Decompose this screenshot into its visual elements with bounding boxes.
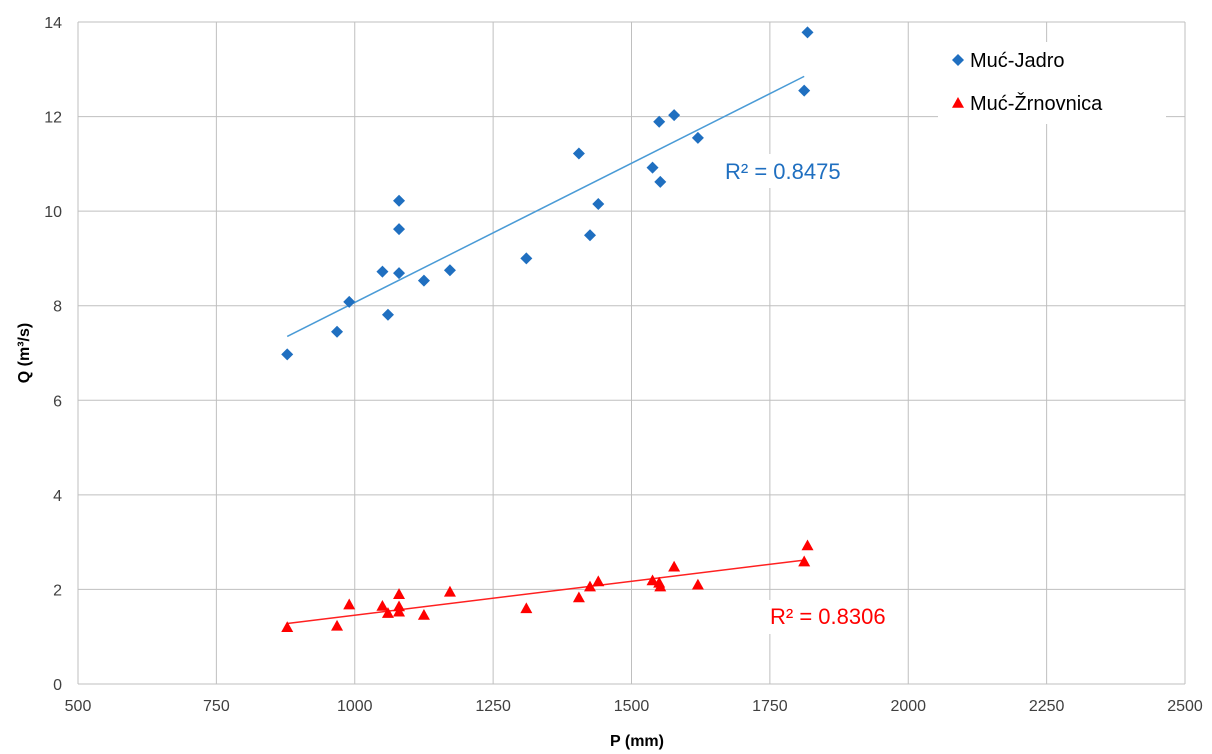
- y-tick-label: 4: [53, 488, 62, 505]
- point-zrnovnica: [417, 608, 430, 620]
- tick-labels: 500 750 1000 1250 1500 1750 2000 2250 2500 0 2 4 6 8 1…: [44, 15, 1203, 715]
- legend-label-jadro: Muć-Jadro: [970, 50, 1064, 72]
- y-axis-title: Q (m³/s): [16, 323, 33, 383]
- point-zrnovnica: [281, 621, 294, 633]
- point-jadro: [343, 295, 356, 308]
- y-tick-label: 14: [44, 15, 62, 32]
- x-tick-label: 500: [65, 698, 92, 715]
- x-tick-label: 2500: [1167, 698, 1203, 715]
- point-jadro: [691, 131, 704, 144]
- legend-background: [938, 42, 1166, 124]
- x-tick-label: 1000: [337, 698, 373, 715]
- x-tick-label: 2000: [890, 698, 926, 715]
- x-tick-label: 750: [203, 698, 230, 715]
- trendlines: [286, 75, 805, 625]
- point-zrnovnica: [646, 574, 659, 586]
- point-zrnovnica: [331, 619, 344, 631]
- legend-marker-zrnovnica: [952, 97, 964, 108]
- point-zrnovnica: [572, 591, 585, 603]
- point-jadro: [417, 274, 430, 287]
- r2-label-bg-group: [718, 154, 903, 634]
- point-jadro: [583, 229, 596, 242]
- r2-label-zrnovnica: R² = 0.8306: [770, 604, 886, 629]
- point-zrnovnica: [801, 539, 814, 551]
- point-jadro: [520, 252, 533, 265]
- x-tick-label: 1750: [752, 698, 788, 715]
- point-jadro: [393, 223, 406, 236]
- point-zrnovnica: [654, 580, 667, 592]
- point-zrnovnica: [583, 580, 596, 592]
- point-zrnovnica: [668, 560, 681, 572]
- point-jadro: [668, 109, 681, 122]
- point-jadro: [801, 26, 814, 39]
- point-jadro: [376, 265, 389, 278]
- y-tick-label: 2: [53, 582, 62, 599]
- point-jadro: [281, 348, 294, 361]
- point-jadro: [393, 267, 406, 280]
- y-tick-label: 10: [44, 204, 62, 221]
- point-jadro: [653, 115, 666, 128]
- trendline-zrnovnica: [287, 559, 805, 625]
- point-zrnovnica: [343, 598, 356, 610]
- point-jadro: [572, 147, 585, 160]
- point-zrnovnica: [592, 575, 605, 587]
- point-zrnovnica: [393, 605, 406, 617]
- r2-label-background: [718, 154, 850, 188]
- legend-marker-jadro: [952, 54, 964, 66]
- x-tick-label: 1250: [475, 698, 511, 715]
- r2-label-jadro: R² = 0.8475: [725, 159, 841, 184]
- point-zrnovnica: [520, 602, 533, 614]
- point-zrnovnica: [381, 607, 394, 618]
- point-jadro: [381, 308, 394, 321]
- y-tick-label: 12: [44, 110, 62, 127]
- data-points: [281, 26, 814, 633]
- point-zrnovnica: [443, 585, 456, 597]
- x-tick-label: 2250: [1029, 698, 1065, 715]
- point-zrnovnica: [393, 588, 406, 599]
- point-jadro: [654, 175, 667, 188]
- grid: [77, 21, 1186, 685]
- legend: Muć-Jadro Muć-Žrnovnica: [938, 42, 1166, 124]
- y-tick-label: 8: [53, 299, 62, 316]
- y-tick-label: 6: [53, 393, 62, 410]
- x-tick-label: 1500: [614, 698, 650, 715]
- point-jadro: [646, 161, 659, 174]
- point-jadro: [443, 264, 456, 277]
- legend-label-zrnovnica: Muć-Žrnovnica: [970, 92, 1103, 115]
- trendline-jadro: [286, 75, 805, 338]
- point-zrnovnica: [376, 599, 389, 611]
- point-zrnovnica: [798, 555, 811, 567]
- point-jadro: [331, 325, 344, 338]
- x-axis-title: P (mm): [610, 733, 664, 750]
- point-jadro: [798, 84, 811, 97]
- point-jadro: [393, 194, 406, 207]
- y-tick-label: 0: [53, 677, 62, 694]
- r2-label-background: [763, 600, 903, 634]
- point-zrnovnica: [691, 578, 704, 590]
- point-jadro: [592, 198, 605, 211]
